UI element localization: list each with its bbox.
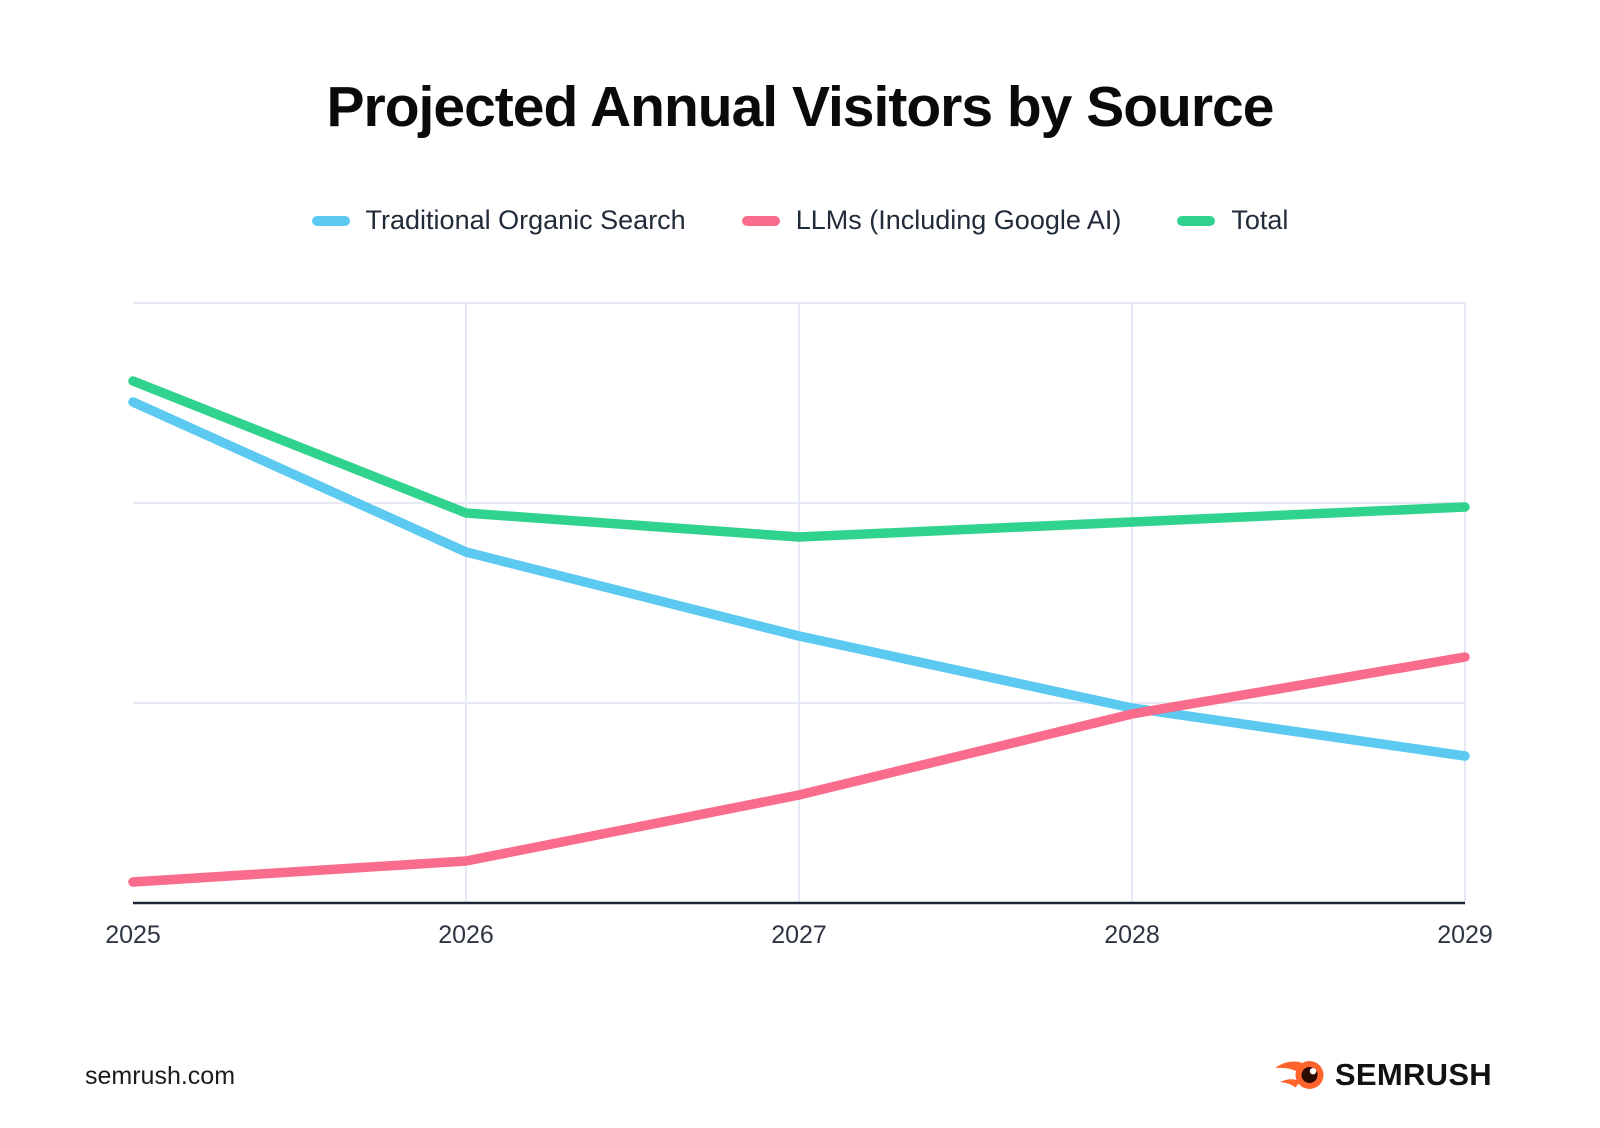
series-line-2: [128, 376, 1470, 542]
source-url: semrush.com: [85, 1062, 236, 1090]
x-axis-label: 2027: [771, 921, 827, 949]
legend-label: LLMs (Including Google AI): [795, 205, 1122, 235]
legend-item-1: LLMs (Including Google AI): [741, 205, 1122, 236]
legend-item-0: Traditional Organic Search: [311, 205, 686, 236]
legend-item-2: Total: [1177, 205, 1288, 236]
series-line-0: [128, 397, 1470, 761]
x-axis-label: 2029: [1437, 921, 1493, 949]
legend-swatch-icon: [741, 215, 780, 226]
x-axis-label: 2028: [1104, 921, 1160, 949]
semrush-logo-text: SEMRUSH: [1334, 1057, 1492, 1092]
x-axis-label: 2025: [105, 921, 161, 949]
legend-label: Total: [1231, 205, 1289, 235]
semrush-logo: SEMRUSH: [1274, 1056, 1492, 1094]
x-axis-label: 2026: [438, 921, 494, 949]
legend-label: Traditional Organic Search: [365, 205, 686, 235]
series-line-1: [128, 652, 1470, 887]
semrush-flame-icon: [1274, 1061, 1324, 1089]
chart-title: Projected Annual Visitors by Source: [326, 75, 1275, 139]
legend: Traditional Organic Search LLMs (Includin…: [0, 205, 1600, 236]
legend-swatch-icon: [1177, 215, 1216, 226]
legend-swatch-icon: [311, 215, 350, 226]
